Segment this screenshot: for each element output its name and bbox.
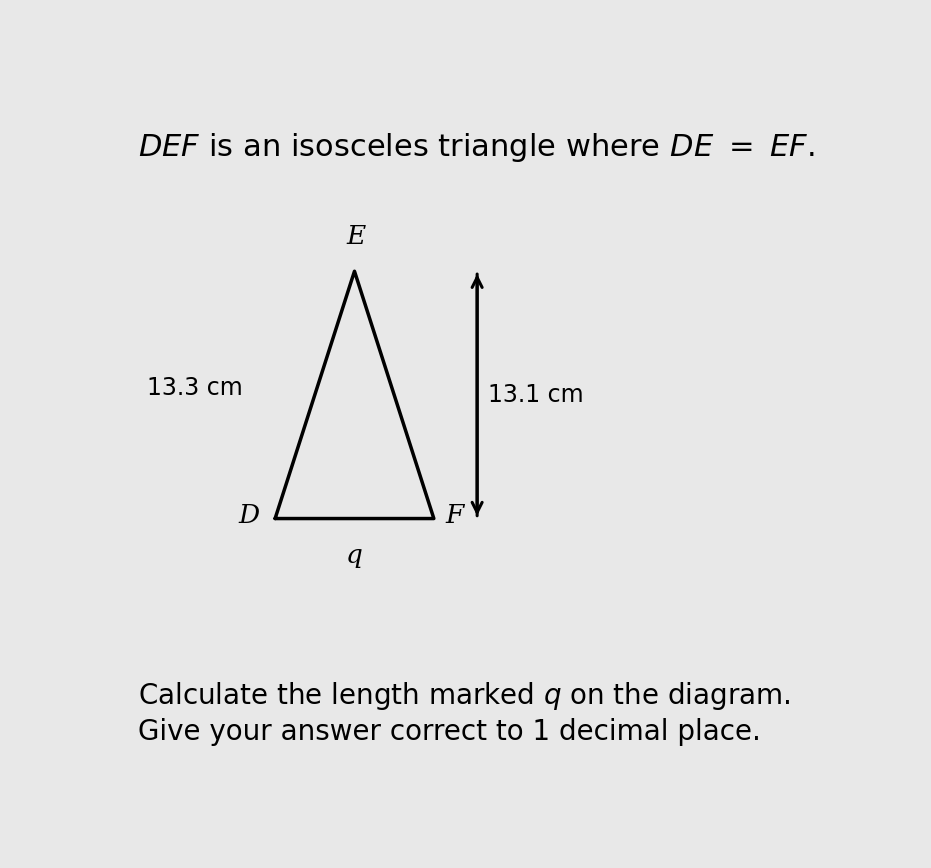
Text: q: q xyxy=(346,542,363,568)
Text: 13.1 cm: 13.1 cm xyxy=(488,383,584,407)
Text: D: D xyxy=(238,503,259,528)
Text: Give your answer correct to 1 decimal place.: Give your answer correct to 1 decimal pl… xyxy=(138,719,761,746)
Text: F: F xyxy=(445,503,464,528)
Text: Calculate the length marked $\it{q}$ on the diagram.: Calculate the length marked $\it{q}$ on … xyxy=(138,680,790,712)
Text: $\mathit{DEF}$$\rm{\ is\ an\ isosceles\ triangle\ where\ }$$\mathit{DE}$$\rm{\ =: $\mathit{DEF}$$\rm{\ is\ an\ isosceles\ … xyxy=(138,131,815,164)
Text: 13.3 cm: 13.3 cm xyxy=(147,376,243,400)
Text: E: E xyxy=(346,224,366,249)
